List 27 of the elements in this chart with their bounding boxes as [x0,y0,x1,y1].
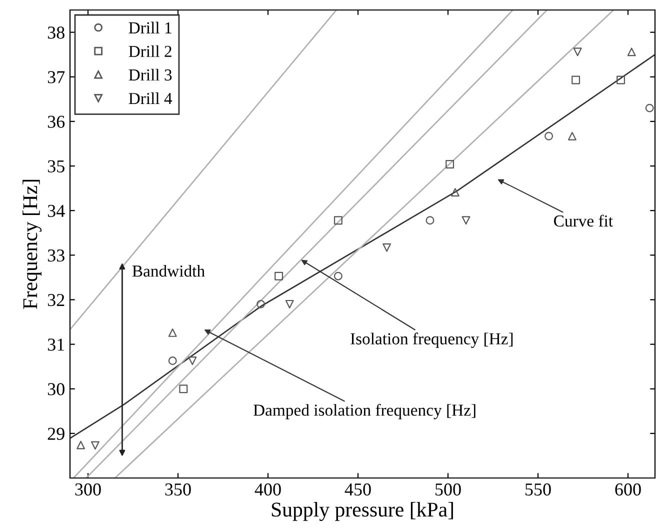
annotation: Damped isolation frequency [Hz] [253,404,476,420]
y-tick-label: 34 [48,204,65,218]
y-tick-label: 38 [48,26,64,39]
y-tick-label: 31 [48,338,64,351]
y-tick-label: 35 [48,160,64,172]
y-tick-label: 29 [48,428,64,440]
x-tick-label: 550 [526,483,551,496]
legend-label: Drill 1 [128,22,172,34]
x-tick-label: 400 [254,483,281,496]
x-tick-label: 350 [165,483,191,496]
x-tick-label: 600 [615,483,641,496]
y-tick-label: 36 [48,116,65,128]
y-tick-label: 33 [48,249,64,262]
x-tick-label: 500 [436,483,461,496]
annotation: Isolation frequency [Hz] [350,332,513,348]
annotation: Bandwidth [132,264,205,277]
legend-label: Drill 4 [128,92,172,104]
y-tick-label: 32 [48,294,64,306]
y-axis-title: Frequency [Hz] [22,180,42,310]
legend-label: Drill 2 [128,45,172,57]
y-tick-label: 30 [48,383,64,396]
legend-label: Drill 3 [128,68,172,81]
x-axis-title: Supply pressure [kPa] [272,502,453,521]
x-tick-label: 300 [75,483,101,496]
y-tick-label: 37 [48,71,65,84]
x-tick-label: 450 [344,483,371,496]
annotation: Curve fit [554,214,613,227]
